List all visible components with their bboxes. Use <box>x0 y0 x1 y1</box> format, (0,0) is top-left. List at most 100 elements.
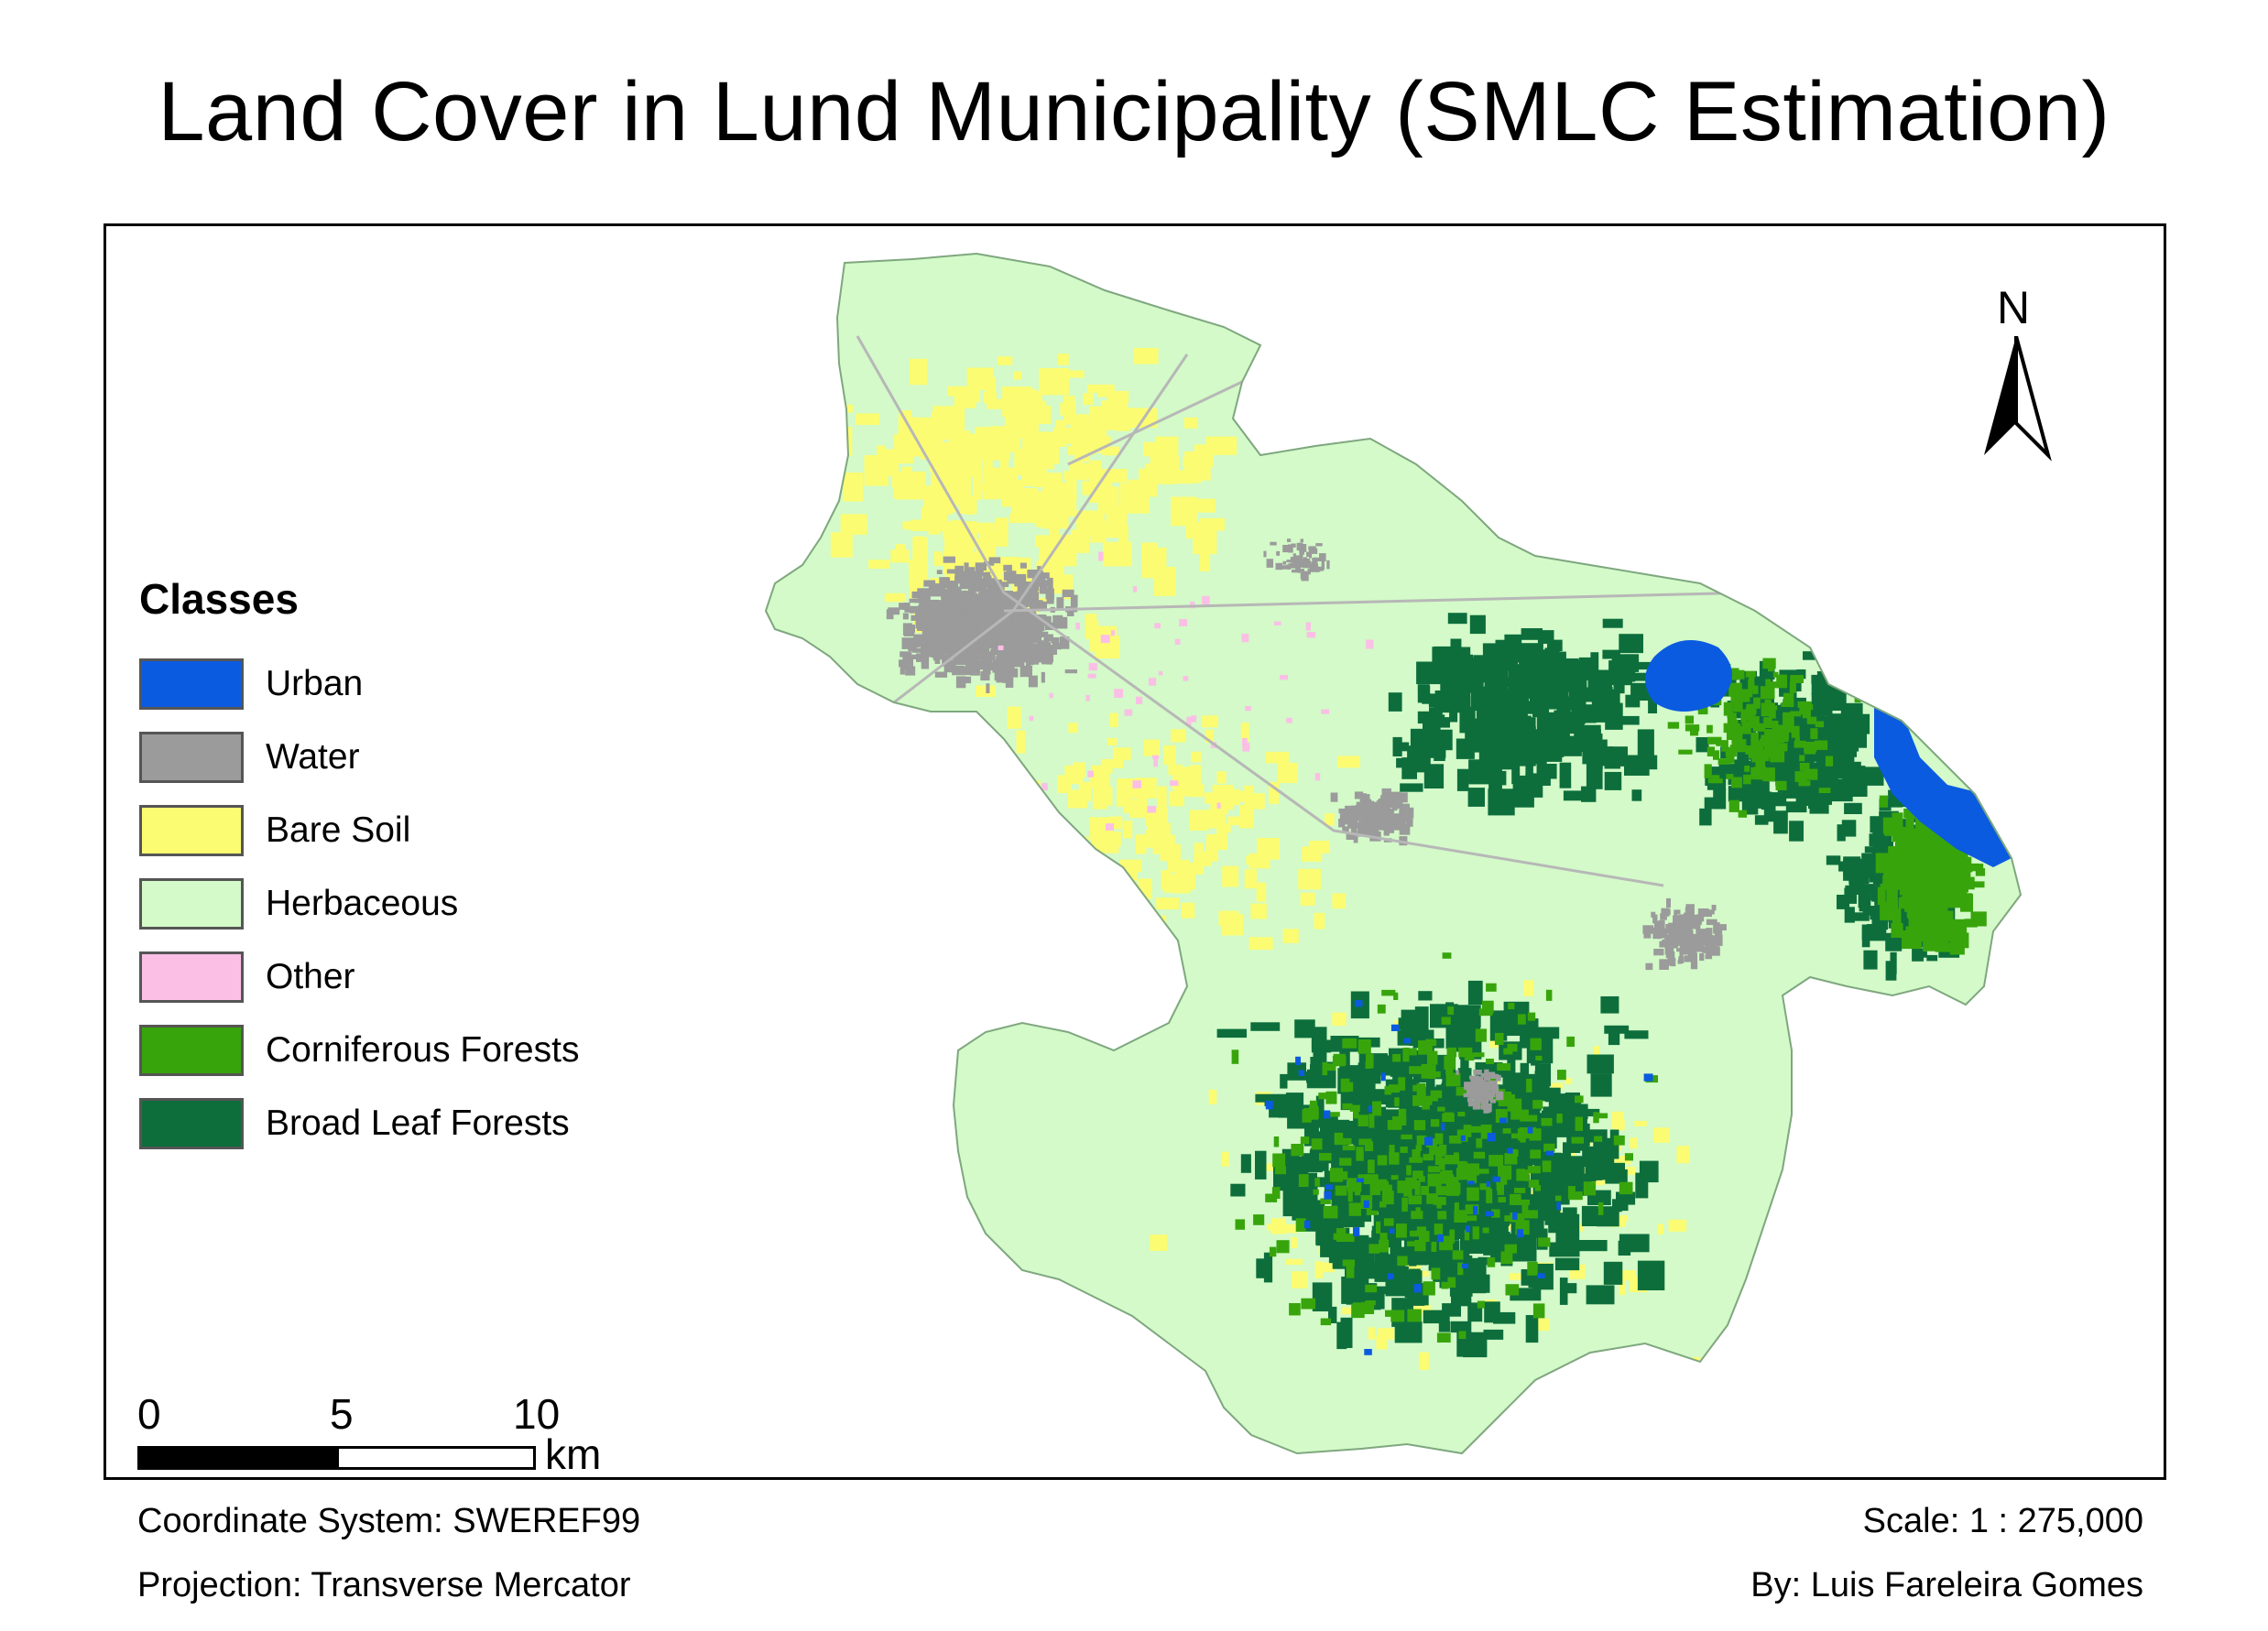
coniferous-forest-patch <box>1514 1188 1526 1193</box>
broad-leaf-forest-patch <box>1840 782 1857 790</box>
broad-leaf-forest-patch <box>1560 1283 1577 1294</box>
coniferous-forest-patch <box>1441 1281 1449 1289</box>
bare-soil-patch <box>1082 444 1108 453</box>
settlement-patch <box>909 641 921 647</box>
north-label: N <box>1997 282 2031 333</box>
settlement-patch <box>973 651 986 659</box>
bare-soil-patch <box>982 459 993 481</box>
bare-soil-patch <box>1171 470 1202 484</box>
broad-leaf-forest-patch <box>1311 1027 1327 1049</box>
broad-leaf-forest-patch <box>1602 618 1623 628</box>
urban-patch <box>1303 1220 1311 1229</box>
broad-leaf-forest-patch <box>1546 1164 1576 1186</box>
broad-leaf-forest-patch <box>1525 773 1551 786</box>
coniferous-forest-patch <box>1567 1186 1576 1199</box>
settlement-patch <box>971 618 978 625</box>
coniferous-forest-patch <box>1541 1117 1553 1126</box>
coniferous-forest-patch <box>1434 1133 1444 1145</box>
bare-soil-patch <box>1208 1089 1217 1104</box>
bare-soil-patch <box>979 531 996 541</box>
land-cover-map[interactable] <box>106 226 2164 1477</box>
coniferous-forest-patch <box>1566 1036 1575 1048</box>
other-patch <box>1158 670 1163 676</box>
broad-leaf-forest-patch <box>1622 715 1640 725</box>
broad-leaf-forest-patch <box>1484 1301 1500 1323</box>
coniferous-forest-patch <box>1358 1115 1368 1126</box>
broad-leaf-forest-patch <box>1554 1257 1580 1271</box>
settlement-patch <box>1484 1093 1489 1103</box>
broad-leaf-forest-patch <box>1392 736 1402 756</box>
broad-leaf-forest-patch <box>1859 884 1868 895</box>
bare-soil-patch <box>1171 729 1186 743</box>
coniferous-forest-patch <box>1903 933 1917 949</box>
settlement-patch <box>937 639 949 652</box>
bare-soil-patch <box>902 521 917 529</box>
broad-leaf-forest-patch <box>1319 1115 1338 1138</box>
coniferous-forest-patch <box>1342 1038 1358 1049</box>
broad-leaf-forest-patch <box>1885 961 1897 981</box>
coniferous-forest-patch <box>1402 1048 1410 1062</box>
broad-leaf-forest-patch <box>1926 954 1938 962</box>
settlement-patch <box>1308 546 1316 550</box>
coniferous-forest-patch <box>1543 1143 1555 1152</box>
broad-leaf-forest-patch <box>1407 745 1431 773</box>
other-patch <box>1366 639 1374 649</box>
coniferous-forest-patch <box>1486 1189 1493 1203</box>
settlement-patch <box>923 658 928 666</box>
coniferous-forest-patch <box>1794 771 1807 782</box>
coniferous-forest-patch <box>1924 883 1933 893</box>
broad-leaf-forest-patch <box>1729 764 1746 774</box>
coniferous-forest-patch <box>1934 909 1944 917</box>
bare-soil-patch <box>1194 444 1214 468</box>
broad-leaf-forest-patch <box>1530 1170 1551 1181</box>
bare-soil-patch <box>1565 1078 1573 1084</box>
urban-patch <box>1324 1191 1332 1200</box>
urban-patch <box>1380 1072 1386 1082</box>
settlement-patch <box>1064 669 1077 674</box>
settlement-patch <box>1062 589 1074 597</box>
coniferous-forest-patch <box>1797 701 1812 708</box>
bare-soil-patch <box>1181 902 1195 919</box>
coniferous-forest-patch <box>1276 1240 1290 1254</box>
other-patch <box>1183 676 1189 681</box>
coniferous-forest-patch <box>1427 1050 1438 1065</box>
urban-patch <box>1387 1273 1394 1280</box>
coniferous-forest-patch <box>1467 1187 1479 1202</box>
bare-soil-patch <box>1321 1262 1336 1273</box>
coniferous-forest-patch <box>1545 989 1553 1001</box>
coniferous-forest-patch <box>1335 1185 1347 1196</box>
coniferous-forest-patch <box>1473 1151 1486 1159</box>
coniferous-forest-patch <box>1411 1211 1423 1220</box>
bare-soil-patch <box>1415 1270 1429 1277</box>
bare-soil-patch <box>877 445 886 456</box>
bare-soil-patch <box>1035 535 1062 548</box>
coniferous-forest-patch <box>1505 1094 1515 1101</box>
legend-label: Broad Leaf Forests <box>266 1104 570 1143</box>
settlement-patch <box>1381 823 1389 831</box>
coniferous-forest-patch <box>1969 863 1979 869</box>
coniferous-forest-patch <box>1482 1227 1489 1234</box>
bare-soil-patch <box>1240 723 1249 742</box>
broad-leaf-forest-patch <box>1285 1093 1304 1108</box>
broad-leaf-forest-patch <box>1528 1278 1536 1288</box>
bare-soil-patch <box>1325 813 1335 826</box>
bare-soil-patch <box>1119 859 1142 873</box>
settlement-patch <box>1392 817 1401 822</box>
bare-soil-patch <box>1109 712 1118 727</box>
settlement-patch <box>1383 830 1390 836</box>
broad-leaf-forest-patch <box>1489 770 1507 786</box>
legend-swatch <box>139 1025 244 1076</box>
bare-soil-patch <box>1129 799 1148 819</box>
broad-leaf-forest-patch <box>1912 948 1924 962</box>
coniferous-forest-patch <box>1970 911 1987 927</box>
coniferous-forest-patch <box>1434 1223 1444 1235</box>
bare-soil-patch <box>807 473 817 496</box>
bare-soil-patch <box>1332 893 1347 909</box>
broad-leaf-forest-patch <box>1603 1261 1623 1285</box>
coniferous-forest-patch <box>1477 1300 1485 1309</box>
bare-soil-patch <box>783 462 809 490</box>
coniferous-forest-patch <box>1402 1201 1408 1208</box>
coniferous-forest-patch <box>1406 1165 1412 1176</box>
settlement-patch <box>1672 939 1680 946</box>
settlement-patch <box>1020 562 1027 569</box>
